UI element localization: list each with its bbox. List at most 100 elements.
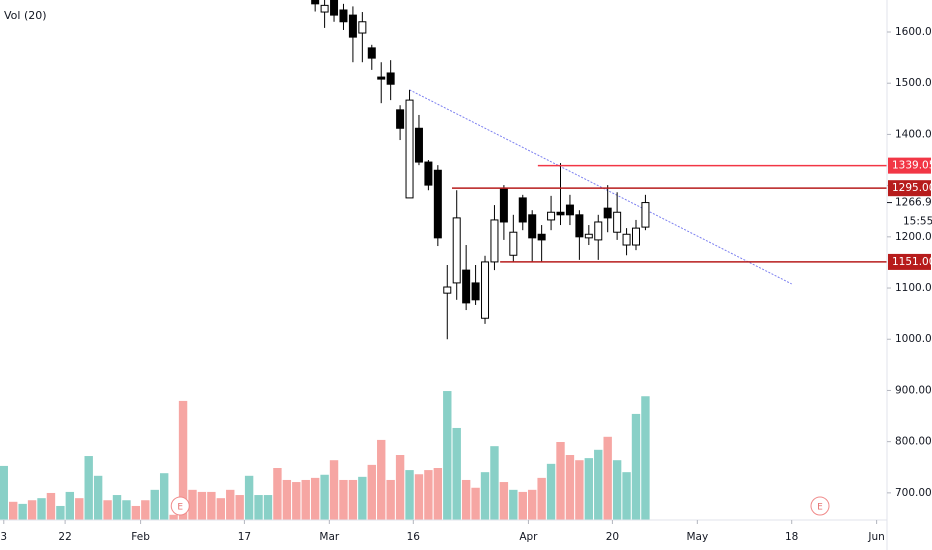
candle-body [490, 219, 499, 263]
candle-body [613, 211, 622, 233]
volume-bar [603, 436, 612, 520]
volume-bar [207, 491, 216, 520]
y-tick-label: 800.00 [895, 436, 932, 448]
volume-bar [584, 458, 594, 520]
volume-bar [112, 495, 122, 520]
volume-bar [461, 479, 471, 520]
candle-body [594, 221, 603, 241]
candle-body [547, 211, 556, 221]
candle-body [622, 233, 631, 246]
volume-bar [537, 477, 546, 520]
trendline [409, 89, 792, 285]
candle-body [584, 233, 593, 239]
volume-bar [292, 482, 301, 520]
x-tick-label: 17 [238, 531, 251, 543]
volume-bar [159, 473, 169, 520]
y-tick-label: 1000.00 [895, 333, 932, 345]
volume-bar [9, 501, 18, 520]
volume-bar [150, 489, 159, 520]
volume-bar [263, 495, 273, 520]
volume-bar [197, 491, 207, 520]
candle-body [414, 127, 423, 163]
level-label: 1151.00 [892, 256, 932, 268]
candle-body [452, 217, 461, 284]
candle-body [358, 21, 367, 34]
volume-bar [93, 475, 103, 520]
volume-bar [169, 514, 178, 520]
x-tick-label: Jun [867, 531, 884, 543]
volume-bar [405, 470, 414, 520]
x-tick-label: 16 [407, 531, 421, 543]
candle-body [320, 4, 329, 13]
volume-bar [594, 449, 603, 520]
volume-bar [0, 465, 8, 520]
volume-bar [56, 505, 65, 520]
candle-body [603, 207, 612, 219]
candle-body [499, 187, 508, 223]
volume-bar [612, 460, 622, 520]
volume-bar [216, 498, 226, 520]
candle-body [330, 0, 339, 16]
x-tick-label: 3 [0, 531, 7, 543]
volume-bar [131, 505, 141, 520]
volume-bar [452, 427, 461, 520]
volume-bar [641, 396, 650, 520]
candle-body [537, 233, 546, 241]
candle-body [528, 214, 537, 239]
volume-bar [377, 439, 386, 520]
volume-bar [75, 498, 84, 520]
candle-body [311, 0, 320, 5]
volume-bar [282, 479, 292, 520]
volume-bar [433, 468, 443, 520]
volume-bar [329, 460, 339, 520]
level-label: 1339.05 [892, 160, 932, 172]
volume-bar [622, 472, 631, 520]
level-label: 1295.00 [892, 182, 932, 194]
volume-bar [254, 495, 263, 520]
candle-body [396, 109, 405, 129]
x-tick-label: 20 [606, 531, 619, 543]
volume-bar [188, 489, 197, 520]
level-label-box [888, 157, 931, 174]
x-tick-label: Feb [131, 531, 150, 543]
candle-body [631, 227, 640, 246]
y-tick-label: 700.00 [895, 487, 932, 499]
volume-bar [386, 479, 395, 520]
axes: 700.00 800.00 900.00 1000.00 1100.00 1200.00 1… [0, 26, 932, 543]
candle-body [509, 231, 518, 256]
volume-bar [37, 498, 46, 520]
volume-bar [528, 489, 537, 520]
volume-bar [310, 477, 320, 520]
candle-body [405, 99, 414, 199]
volume-bar [556, 442, 565, 520]
y-tick-label: 1200.00 [895, 231, 932, 243]
volume-bar [273, 468, 282, 520]
candle-body [481, 261, 490, 319]
volume-bar [471, 487, 480, 520]
volume-bar [358, 476, 367, 520]
candle-body [556, 211, 565, 216]
volume-bar [141, 500, 150, 520]
volume-bar [631, 413, 641, 520]
volume-bar [226, 489, 235, 520]
volume-bar [339, 479, 348, 520]
volume-bar [546, 463, 556, 520]
candle-body [433, 169, 442, 239]
volume-bar [27, 500, 37, 520]
candle-body [462, 269, 471, 304]
volume-bar [518, 491, 527, 520]
x-tick-label: Mar [319, 531, 339, 543]
candle-body [348, 14, 357, 38]
event-marker [810, 496, 830, 516]
event-label: E [817, 503, 823, 513]
countdown: 15:55 [903, 216, 932, 228]
candle-body [339, 9, 348, 23]
x-tick-label: Apr [519, 531, 538, 543]
last-price-label: 1266.90 [895, 197, 932, 209]
volume-bar [103, 500, 112, 520]
volume-bar [414, 474, 424, 520]
candle-body [518, 197, 527, 223]
volume-bar [509, 489, 518, 520]
volume-bar [443, 391, 452, 520]
